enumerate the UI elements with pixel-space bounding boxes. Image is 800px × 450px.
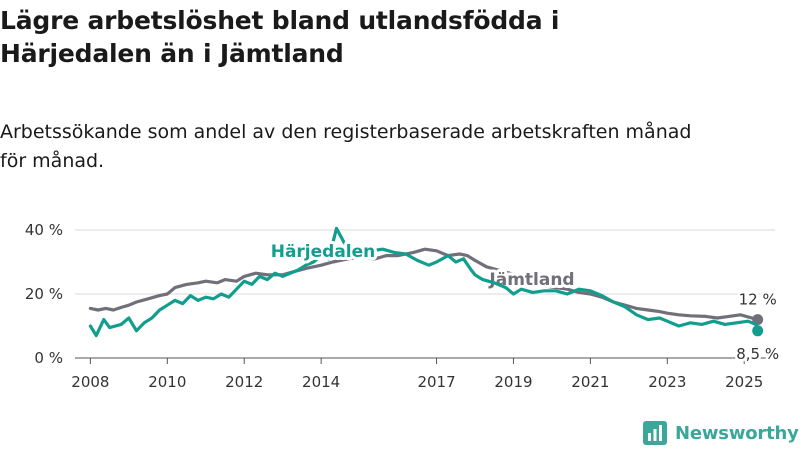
end-label-halo-jamtland: 12 % xyxy=(739,291,777,309)
x-tick-label-2019: 2019 xyxy=(494,373,532,391)
chart-subtitle: Arbetssökande som andel av den registerb… xyxy=(0,118,800,176)
x-tick-label-2023: 2023 xyxy=(648,373,686,391)
chart-title-line-2: Härjedalen än i Jämtland xyxy=(0,39,344,68)
series-label-halo-jamtland: Jämtland xyxy=(488,270,574,290)
chart-title: Lägre arbetslöshet bland utlandsfödda i … xyxy=(0,4,800,70)
x-tick-label-2014: 2014 xyxy=(302,373,340,391)
x-tick-label-2025: 2025 xyxy=(725,373,763,391)
series-line-harjedalen xyxy=(88,226,760,338)
x-tick-label-2012: 2012 xyxy=(225,373,263,391)
y-tick-label-20: 20 % xyxy=(25,285,63,303)
end-label-jamtland: 12 % xyxy=(739,291,777,309)
brand-name: Newsworthy xyxy=(675,422,799,444)
newsworthy-logo-icon xyxy=(643,421,667,445)
x-tick-label-2017: 2017 xyxy=(417,373,455,391)
chart-subtitle-line-1: Arbetssökande som andel av den registerb… xyxy=(0,121,692,143)
x-tick-label-2008: 2008 xyxy=(71,373,109,391)
brand[interactable]: Newsworthy xyxy=(643,420,799,446)
chart-title-line-1: Lägre arbetslöshet bland utlandsfödda i xyxy=(0,6,560,35)
chart-subtitle-line-2: för månad. xyxy=(0,150,105,172)
end-point-harjedalen xyxy=(752,325,764,337)
x-tick-label-2010: 2010 xyxy=(148,373,186,391)
y-tick-label-40: 40 % xyxy=(25,221,63,239)
series-line-jamtland xyxy=(88,247,760,322)
series-label-jamtland: Jämtland xyxy=(488,270,574,290)
x-tick-label-2021: 2021 xyxy=(571,373,609,391)
series-label-halo-harjedalen: Härjedalen xyxy=(271,242,376,262)
end-label-harjedalen: 8,5 % xyxy=(736,345,779,363)
y-tick-label-0: 0 % xyxy=(34,349,63,367)
end-label-halo-harjedalen: 8,5 % xyxy=(736,345,779,363)
series-label-harjedalen: Härjedalen xyxy=(271,242,376,262)
